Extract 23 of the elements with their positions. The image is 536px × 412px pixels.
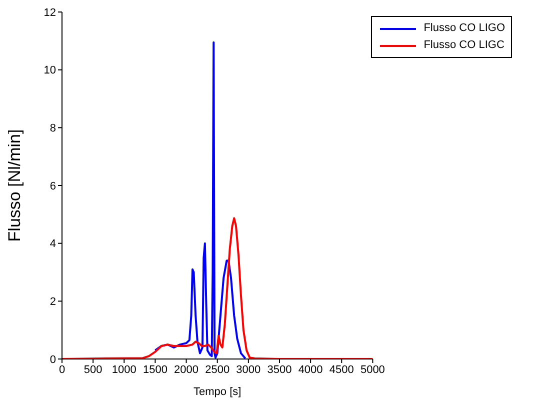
x-tick-label: 3500 [267,364,292,376]
x-tick-label: 5000 [360,364,385,376]
x-tick-label: 3000 [236,364,261,376]
x-tick-label: 1000 [112,364,136,376]
y-tick-label: 10 [44,64,56,77]
y-tick-label: 4 [50,238,56,250]
x-tick-label: 0 [58,364,66,376]
x-axis-title: Tempo [s] [194,386,242,398]
legend-label: Flusso CO LIGC [424,38,504,53]
y-axis-title: Flusso [Nl/min] [5,129,24,242]
x-tick-label: 4000 [298,364,323,376]
y-tick-label: 6 [50,180,56,192]
x-tick-label: 500 [84,364,102,376]
y-tick-label: 0 [50,354,56,366]
legend-label: Flusso CO LIGO [424,21,505,36]
x-tick-label: 4500 [329,364,354,376]
x-tick-label: 2000 [174,364,199,376]
y-tick-label: 8 [50,122,56,135]
x-tick-label: 2500 [205,364,230,376]
y-tick-label: 12 [44,6,56,19]
line-series [154,41,246,359]
x-tick-label: 1500 [142,364,168,376]
y-tick-label: 2 [50,296,56,308]
